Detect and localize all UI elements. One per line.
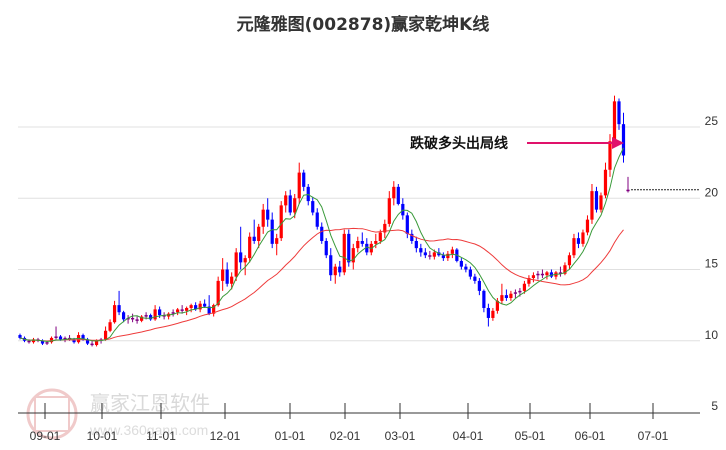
grid-lines <box>18 126 700 342</box>
ma-short-line <box>19 147 624 343</box>
arrow-right-icon <box>612 137 624 149</box>
y-tick-label: 25 <box>705 114 719 128</box>
watermark-url: www.360gann.com <box>89 422 208 438</box>
watermark-seal-icon <box>26 388 78 440</box>
annotation: 跌破多头出局线 <box>410 135 624 152</box>
candlesticks <box>18 95 630 347</box>
x-tick-label: 11-01 <box>146 429 176 443</box>
x-tick-label: 06-01 <box>575 429 606 443</box>
x-tick-label: 05-01 <box>515 429 546 443</box>
chart-title: 元隆雅图(002878)赢家乾坤K线 <box>236 15 490 35</box>
x-axis: 09-01 10-01 11-01 12-01 01-01 02-01 03-01 04-01… <box>30 403 669 443</box>
watermark-seal-square <box>34 396 70 432</box>
annotation-label: 跌破多头出局线 <box>410 135 508 152</box>
watermark: 赢家江恩软件 www.360gann.com <box>26 388 210 440</box>
x-tick-label: 09-01 <box>30 429 61 443</box>
x-tick-label: 04-01 <box>453 429 484 443</box>
y-tick-label: 5 <box>711 399 718 413</box>
x-tick-label: 03-01 <box>385 429 416 443</box>
y-axis-labels: 5 10 15 20 25 <box>705 114 719 413</box>
x-tick-label: 12-01 <box>210 429 241 443</box>
x-tick-label: 10-01 <box>87 429 118 443</box>
ma-long-line <box>19 227 624 342</box>
y-tick-label: 10 <box>705 328 719 342</box>
x-tick-label: 07-01 <box>638 429 669 443</box>
y-tick-label: 20 <box>705 185 719 199</box>
x-tick-label: 02-01 <box>330 429 361 443</box>
watermark-brand: 赢家江恩软件 <box>90 391 210 415</box>
y-tick-label: 15 <box>705 257 719 271</box>
x-tick-label: 01-01 <box>275 429 306 443</box>
